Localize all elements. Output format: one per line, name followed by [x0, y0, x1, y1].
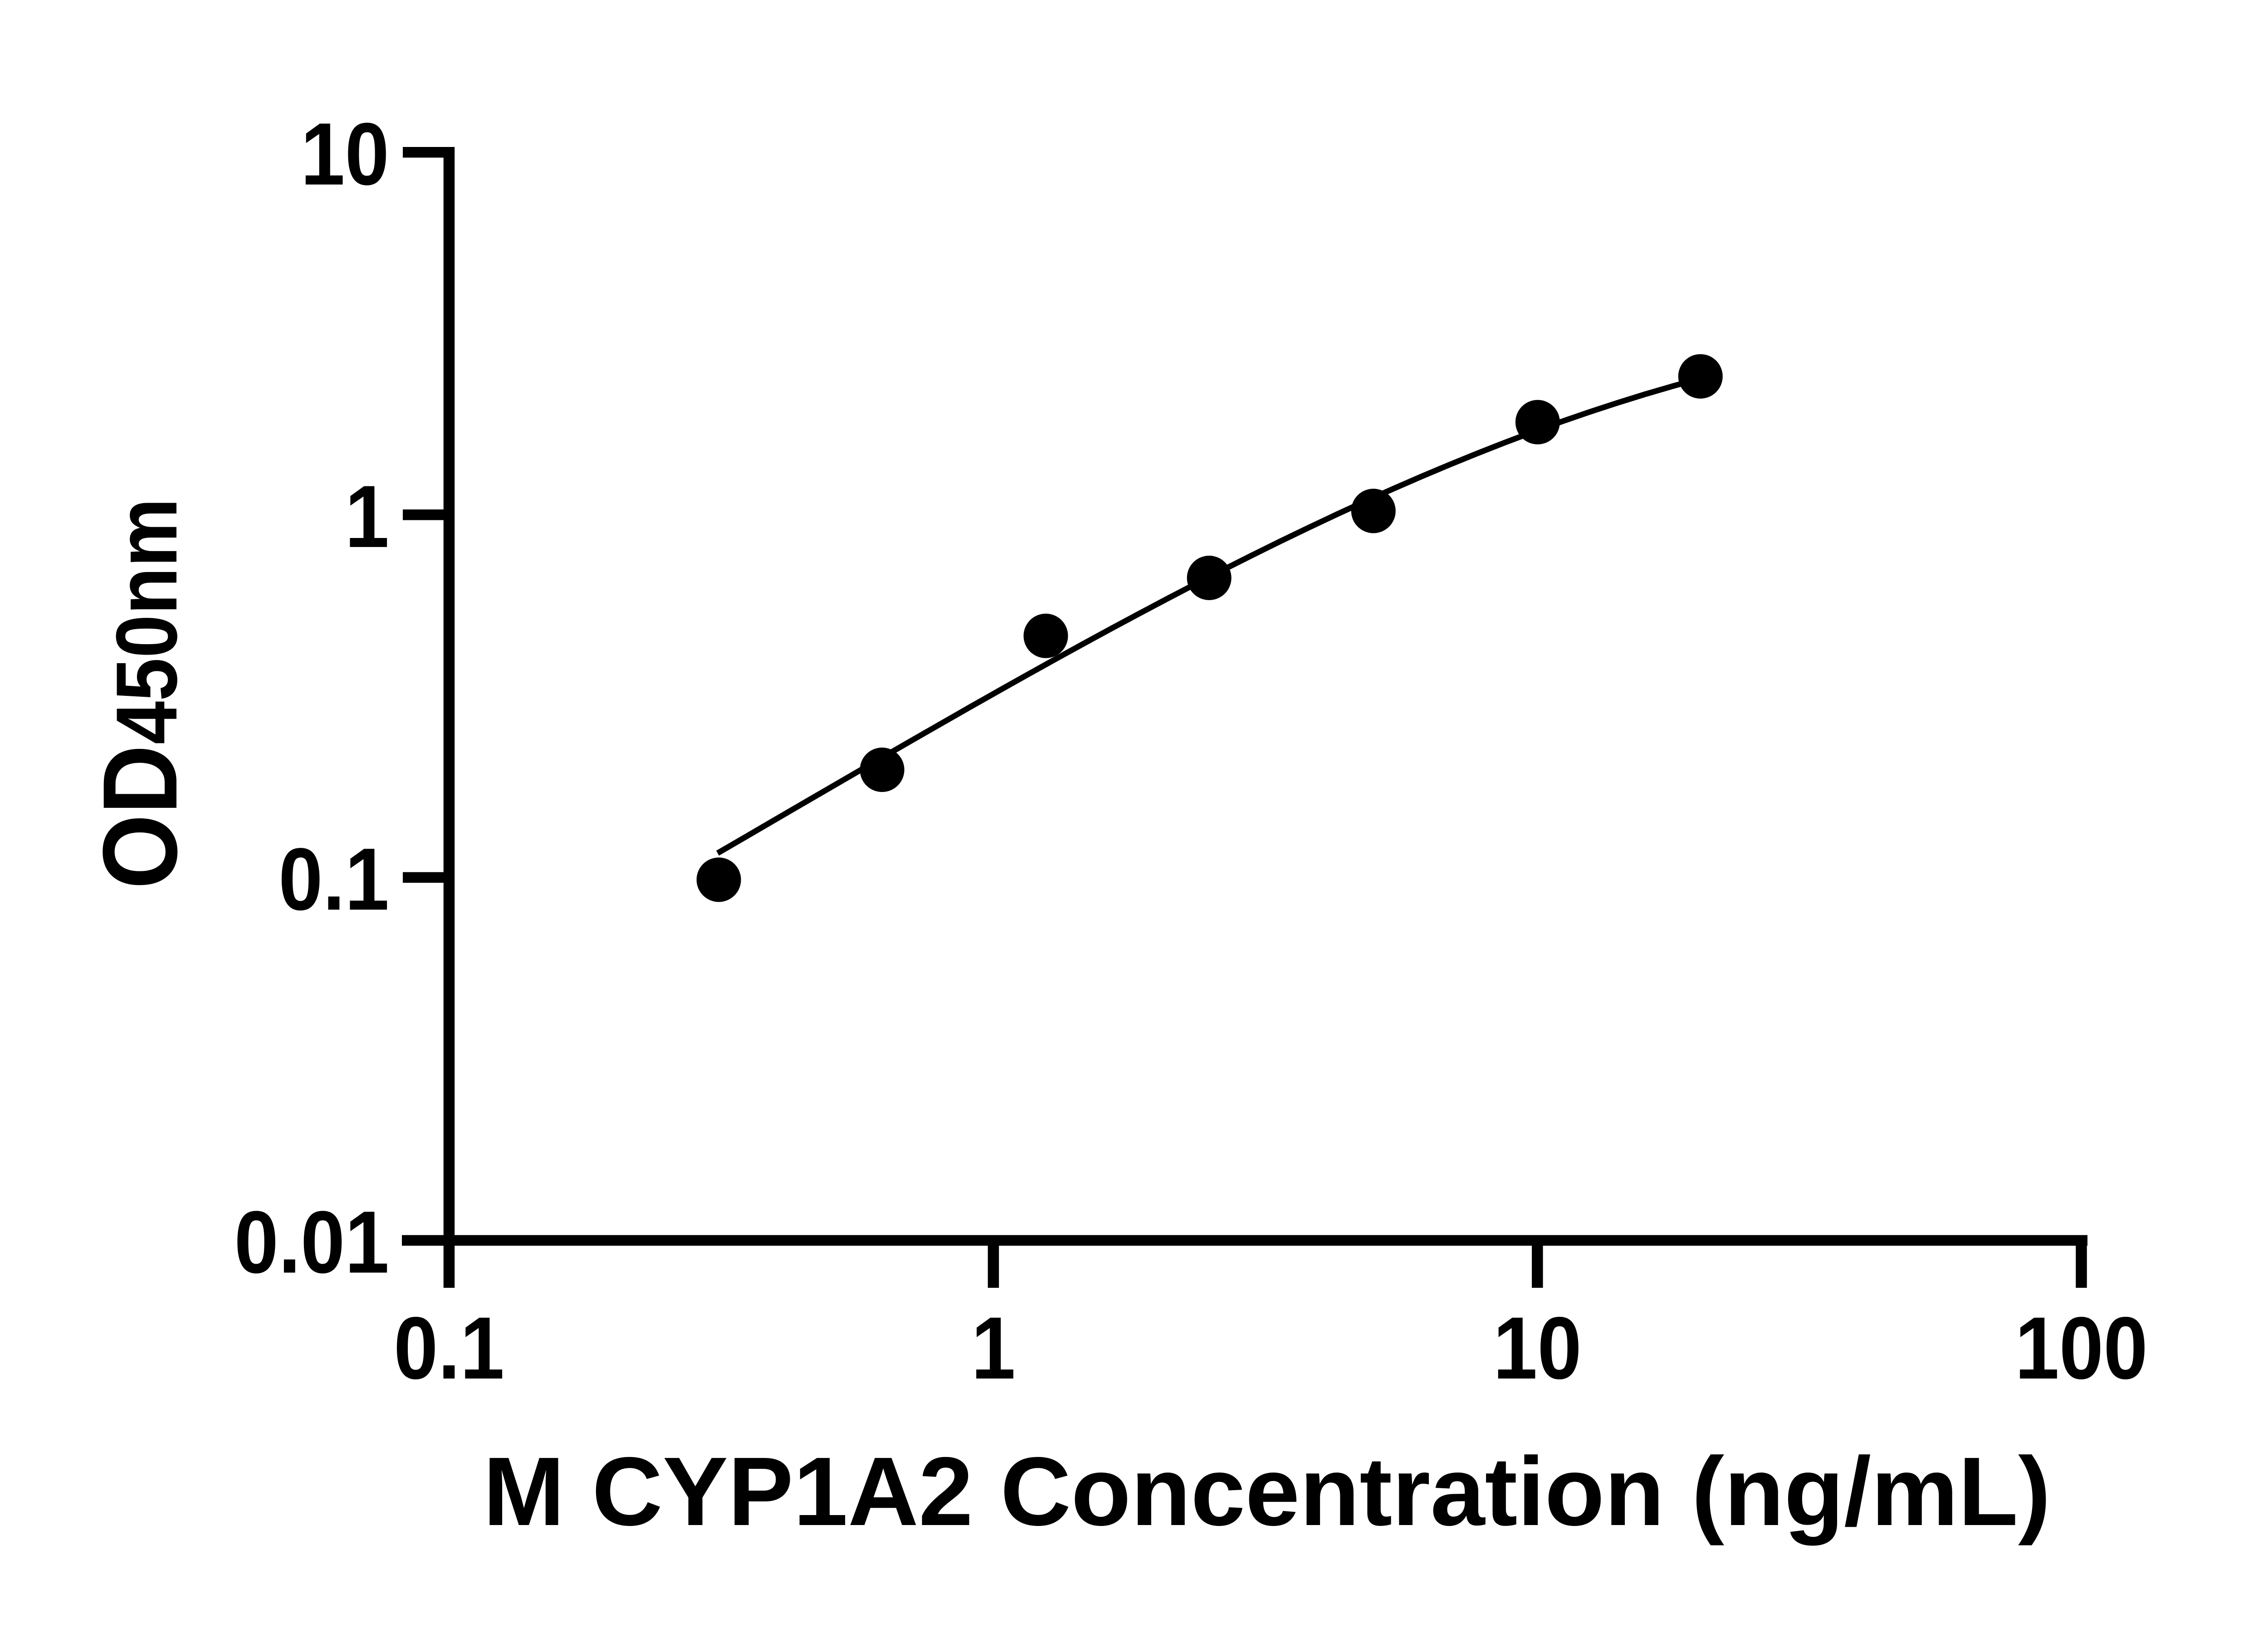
svg-text:0.1: 0.1 — [394, 1299, 504, 1398]
svg-text:450nm: 450nm — [98, 498, 195, 744]
svg-text:1: 1 — [971, 1299, 1016, 1398]
svg-text:100: 100 — [2015, 1299, 2148, 1398]
svg-text:OD: OD — [81, 745, 199, 889]
svg-text:M CYP1A2 Concentration (ng/mL): M CYP1A2 Concentration (ng/mL) — [483, 1437, 2051, 1546]
svg-text:10: 10 — [1493, 1299, 1582, 1398]
svg-text:1: 1 — [345, 467, 389, 566]
svg-text:0.1: 0.1 — [279, 830, 389, 929]
svg-text:10: 10 — [301, 105, 389, 204]
svg-text:0.01: 0.01 — [234, 1193, 389, 1292]
